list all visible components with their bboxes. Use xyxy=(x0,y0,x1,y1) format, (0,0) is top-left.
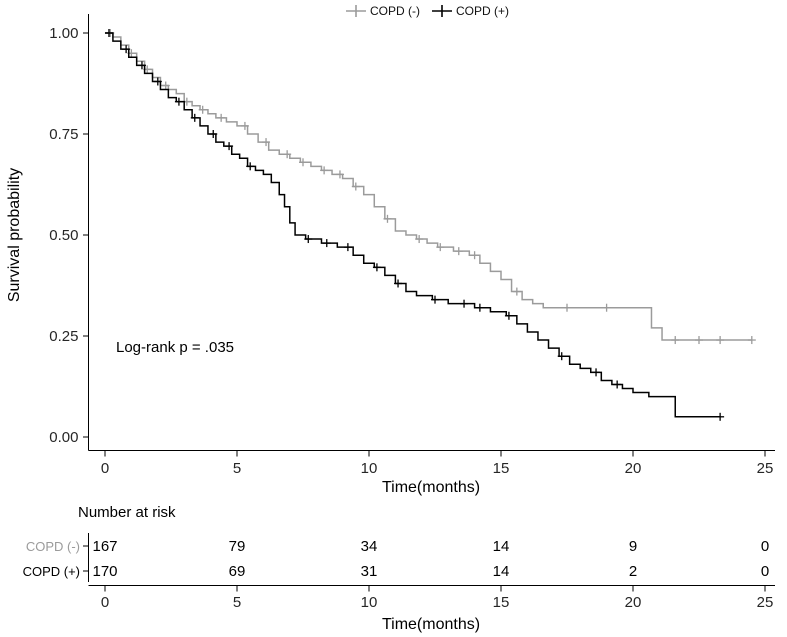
bottom-tick-label: 25 xyxy=(757,594,774,611)
risk-row-label-copd-positive: COPD (+) xyxy=(23,564,80,579)
bottom-tick-label: 15 xyxy=(493,594,510,611)
y-tick-label: 1.00 xyxy=(49,25,78,42)
legend-marker-copd-positive xyxy=(432,5,452,17)
x-tick-label: 5 xyxy=(233,460,241,477)
x-tick-label: 0 xyxy=(101,460,109,477)
y-tick-label: 0.25 xyxy=(49,328,78,345)
survival-curves xyxy=(104,29,756,421)
risk-count: 167 xyxy=(92,538,117,555)
legend-label-copd-negative: COPD (-) xyxy=(370,4,420,18)
bottom-tick-label: 10 xyxy=(361,594,378,611)
y-tick-label: 0.75 xyxy=(49,126,78,143)
y-axis-title: Survival probability xyxy=(6,168,23,302)
legend: COPD (-) COPD (+) xyxy=(346,4,509,18)
plot-axes: 0.00 0.25 0.50 0.75 1.00 0 5 10 15 20 25 xyxy=(49,14,775,477)
risk-count: 69 xyxy=(229,563,246,580)
survival-curve-copd-positive xyxy=(105,32,721,418)
risk-count: 170 xyxy=(92,563,117,580)
risk-count: 34 xyxy=(361,538,378,555)
risk-table-values: 167 79 34 14 9 0 170 69 31 14 2 0 xyxy=(83,533,769,582)
risk-count: 14 xyxy=(493,563,510,580)
bottom-tick-label: 0 xyxy=(101,594,109,611)
log-rank-annotation: Log-rank p = .035 xyxy=(116,339,234,356)
bottom-tick-label: 20 xyxy=(625,594,642,611)
risk-count: 31 xyxy=(361,563,378,580)
bottom-axis: 0 5 10 15 20 25 xyxy=(88,585,775,611)
bottom-tick-label: 5 xyxy=(233,594,241,611)
x-axis-title: Time(months) xyxy=(382,479,480,496)
risk-count: 79 xyxy=(229,538,246,555)
risk-count: 14 xyxy=(493,538,510,555)
x-tick-label: 10 xyxy=(361,460,378,477)
bottom-x-axis-title: Time(months) xyxy=(382,616,480,633)
risk-table-title: Number at risk xyxy=(78,504,176,521)
risk-count: 9 xyxy=(629,538,637,555)
risk-row-label-copd-negative: COPD (-) xyxy=(26,539,80,554)
risk-count: 0 xyxy=(761,538,769,555)
x-tick-label: 25 xyxy=(757,460,774,477)
risk-count: 0 xyxy=(761,563,769,580)
legend-label-copd-positive: COPD (+) xyxy=(456,4,509,18)
x-tick-label: 15 xyxy=(493,460,510,477)
y-tick-label: 0.50 xyxy=(49,227,78,244)
legend-marker-copd-negative xyxy=(346,5,366,17)
survival-curve-copd-negative xyxy=(105,32,752,341)
x-tick-label: 20 xyxy=(625,460,642,477)
risk-count: 2 xyxy=(629,563,637,580)
y-tick-label: 0.00 xyxy=(49,429,78,446)
